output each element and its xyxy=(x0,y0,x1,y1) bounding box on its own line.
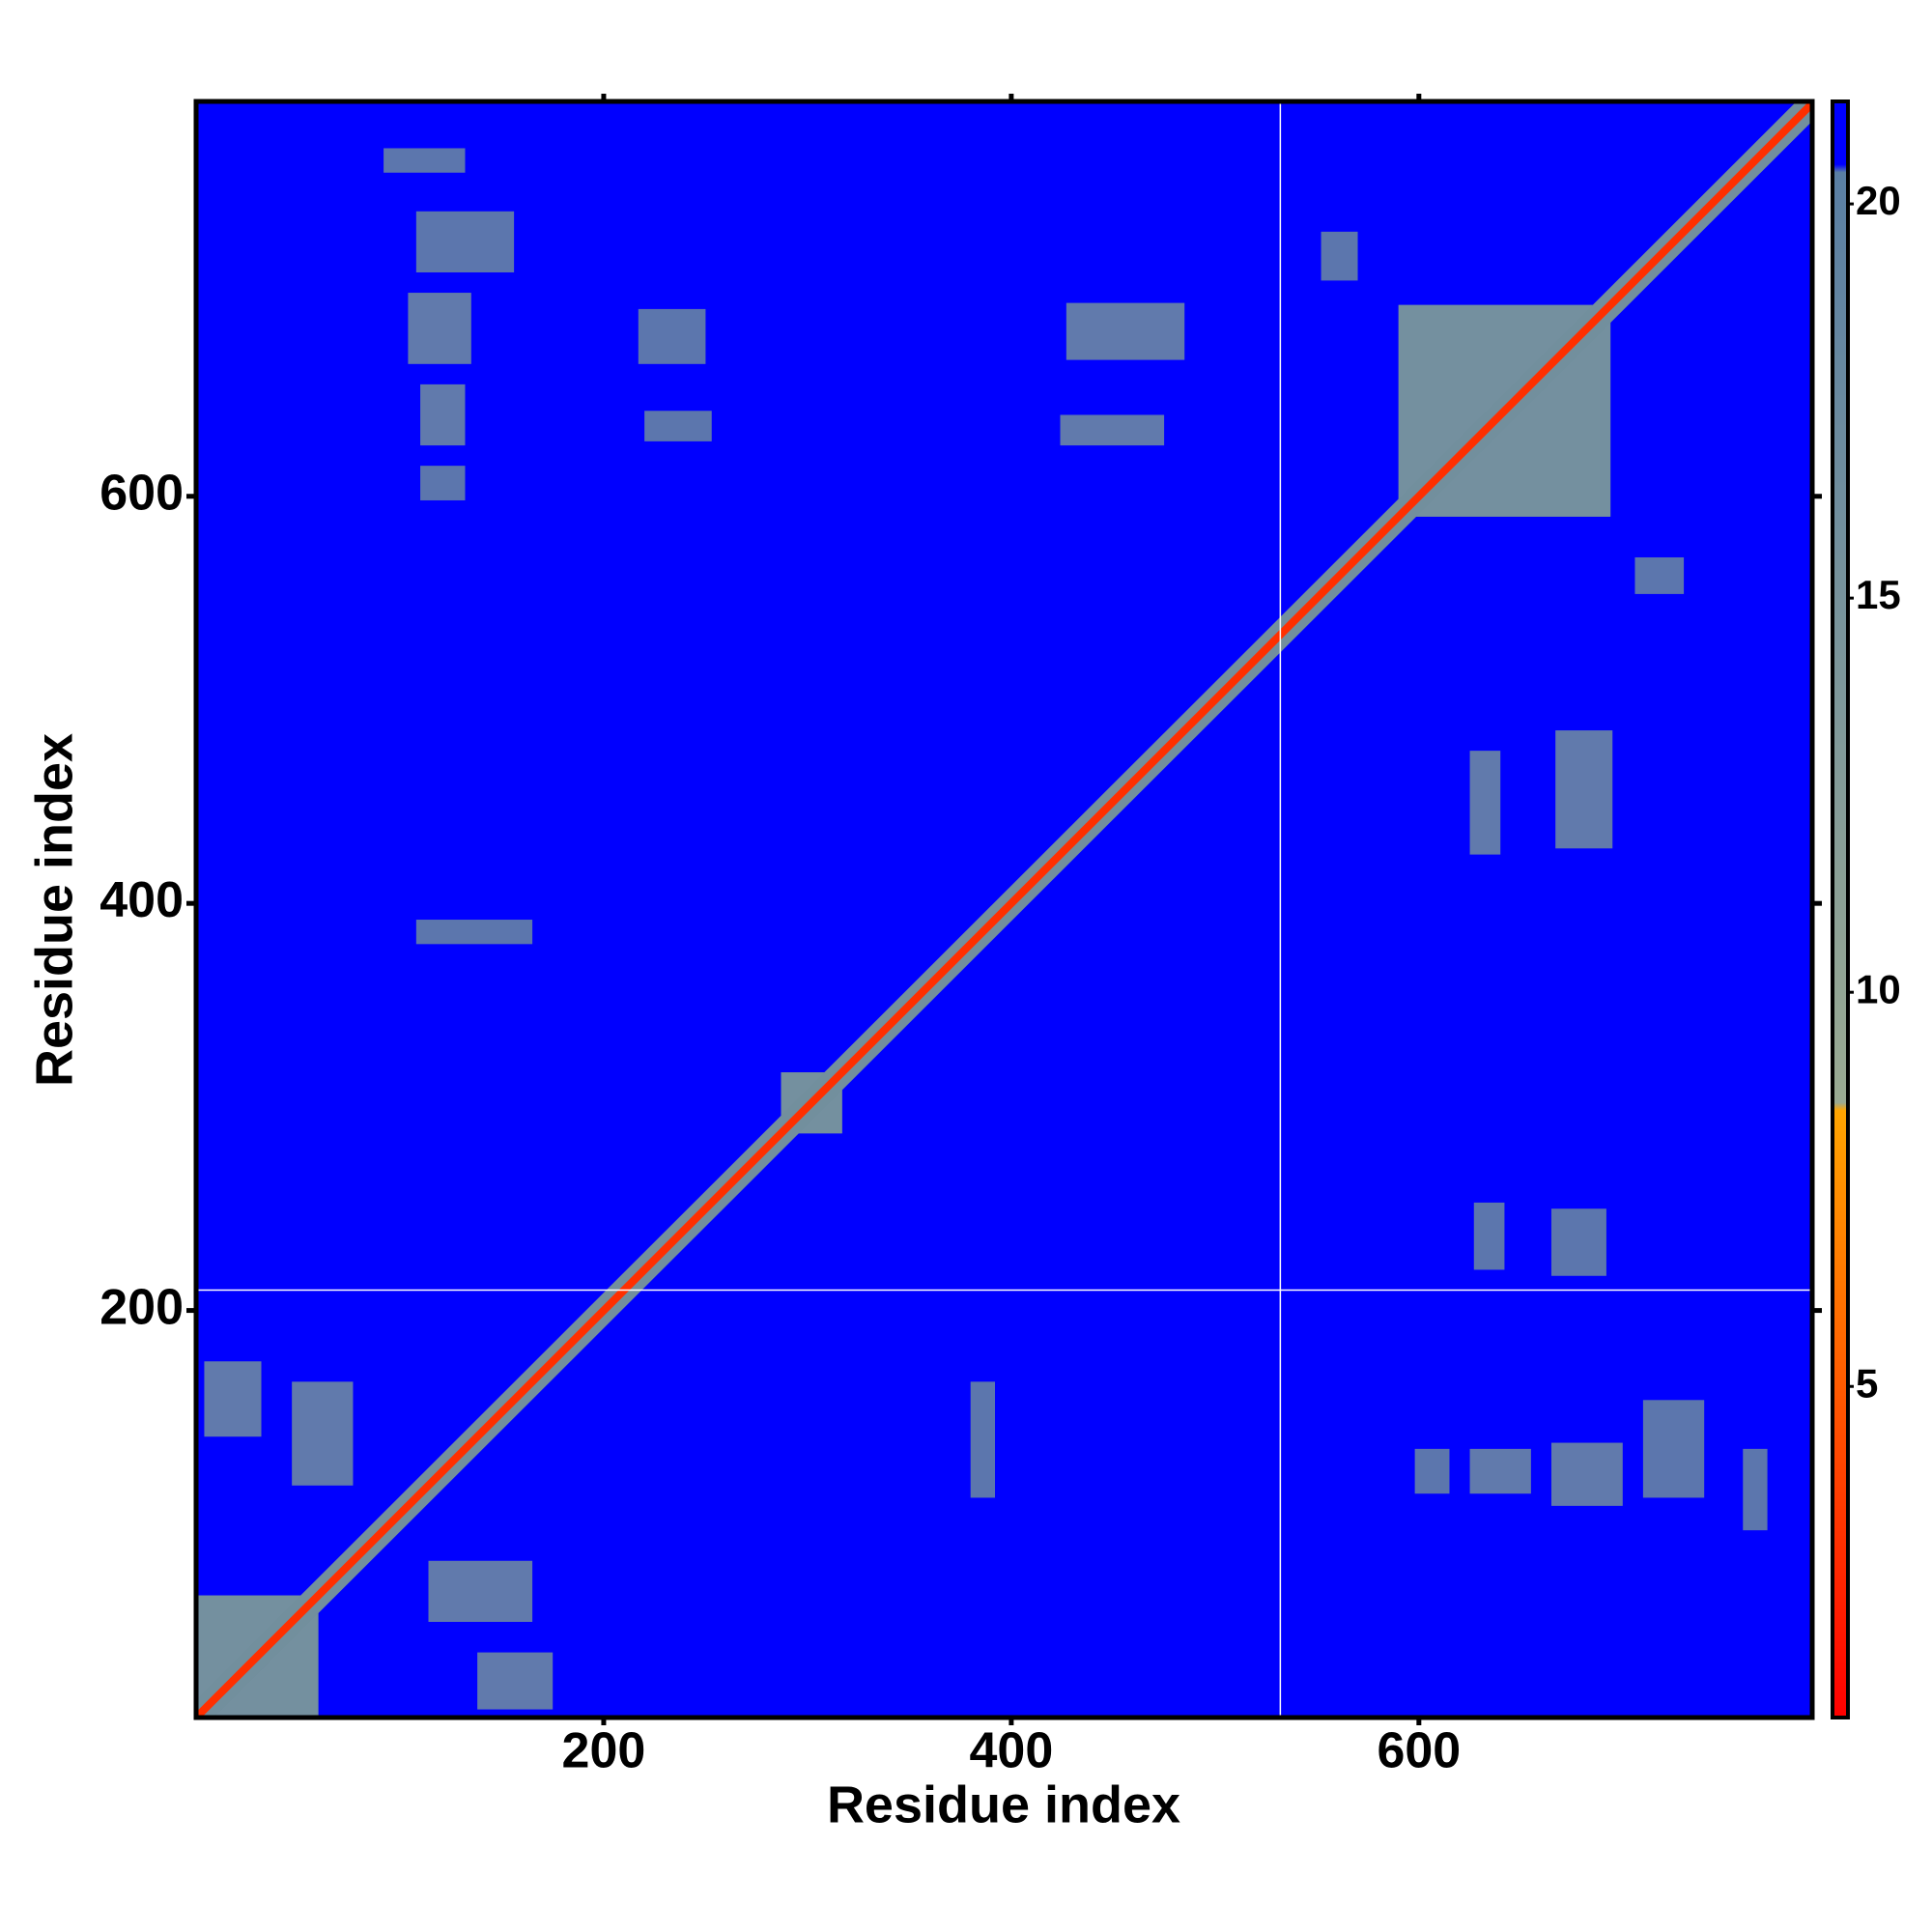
contact-patch-mirror xyxy=(1555,730,1613,849)
contact-patch xyxy=(1321,231,1358,281)
x-tick-label: 200 xyxy=(562,1723,646,1779)
x-tick-label: 400 xyxy=(970,1723,1054,1779)
contact-patch-mirror xyxy=(1642,1400,1705,1498)
plot-area xyxy=(196,101,1812,1718)
contact-patch-mirror xyxy=(1469,751,1501,855)
contact-patch xyxy=(204,1361,262,1437)
contact-patch xyxy=(415,920,533,945)
plot-frame xyxy=(193,99,1815,1720)
y-tick-label: 600 xyxy=(99,466,184,522)
contact-patch-mirror xyxy=(1550,1208,1606,1276)
x-axis-label: Residue index xyxy=(827,1776,1180,1833)
contact-patch xyxy=(415,211,515,272)
contact-patch xyxy=(408,293,471,364)
contact-patch-mirror xyxy=(1473,1202,1505,1270)
contact-patch-mirror xyxy=(428,1560,533,1622)
contact-patch xyxy=(292,1381,354,1486)
diagonal-core xyxy=(196,101,1812,1718)
contact-patch-mirror xyxy=(1469,1448,1531,1494)
contact-patch xyxy=(1060,414,1165,446)
y-axis-label: Residue index xyxy=(25,733,83,1087)
contact-patch-mirror xyxy=(970,1381,996,1498)
contact-patch-mirror xyxy=(1743,1448,1768,1531)
contact-patch-mirror xyxy=(1634,556,1685,594)
contact-patch xyxy=(420,466,466,500)
x-tick-label: 600 xyxy=(1377,1723,1461,1779)
contact-patch xyxy=(638,308,706,364)
colorbar-tick-label: 20 xyxy=(1856,178,1901,223)
colorbar xyxy=(1831,99,1850,1719)
colorbar-tick-label: 5 xyxy=(1856,1360,1878,1406)
contact-patch xyxy=(420,384,466,446)
contact-patch-mirror xyxy=(1414,1448,1450,1494)
y-tick-label: 200 xyxy=(99,1279,184,1335)
colorbar-tick-label: 15 xyxy=(1856,572,1901,617)
contact-patch-mirror xyxy=(477,1652,554,1710)
colorbar-tick-label: 10 xyxy=(1856,966,1901,1011)
contact-patch xyxy=(384,148,466,173)
contact-patch xyxy=(644,411,712,441)
y-tick-label: 400 xyxy=(99,872,184,928)
contact-patch xyxy=(1065,302,1185,360)
contact-patch-mirror xyxy=(1550,1442,1623,1506)
